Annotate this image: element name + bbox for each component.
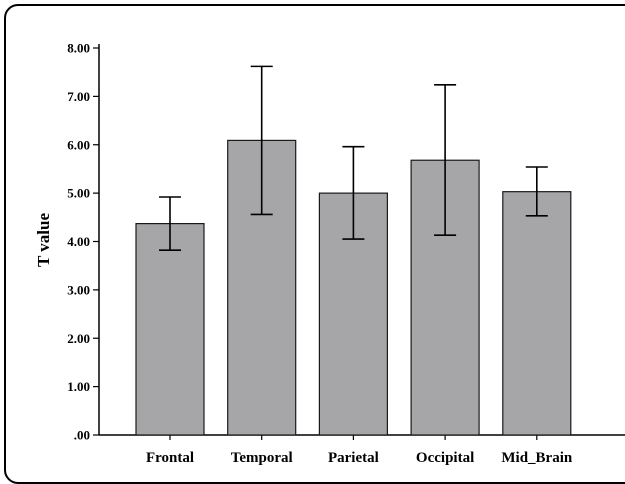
category-label: Parietal — [328, 450, 379, 465]
category-label: Occipital — [416, 450, 474, 465]
category-label: Mid_Brain — [501, 450, 572, 465]
y-tick-label: 5.00 — [67, 186, 90, 201]
bar — [135, 223, 205, 436]
y-tick-label: 1.00 — [67, 379, 90, 394]
error-bars — [159, 65, 548, 252]
y-tick-label: 4.00 — [67, 234, 90, 249]
bars — [135, 139, 572, 436]
labels: .00 1.00 2.00 3.00 4.00 5.00 6.00 7.00 8.00 Front… — [67, 41, 573, 466]
y-tick-label: 2.00 — [67, 331, 90, 346]
y-tick-label: .00 — [74, 428, 90, 443]
category-label: Frontal — [146, 450, 194, 465]
y-tick-label: 6.00 — [67, 137, 90, 152]
bar-chart: .00 1.00 2.00 3.00 4.00 5.00 6.00 7.00 8.00 Front… — [34, 41, 625, 466]
category-label: Temporal — [231, 450, 293, 465]
y-axis-title: T value — [34, 213, 53, 267]
bar — [502, 191, 572, 436]
y-tick-label: 3.00 — [67, 282, 90, 297]
y-tick-label: 7.00 — [67, 89, 90, 104]
y-tick-label: 8.00 — [67, 41, 90, 56]
